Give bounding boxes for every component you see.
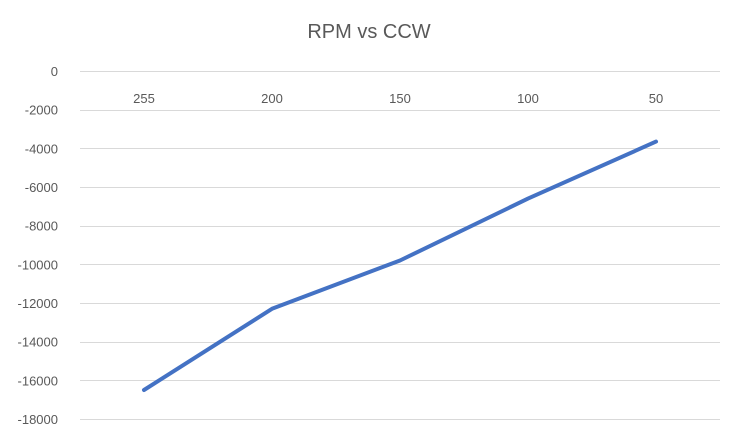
y-tick-label: -18000 <box>18 412 58 427</box>
y-axis-tick-labels: 0 -2000 -4000 -6000 -8000 -10000 -12000 -14000 -… <box>18 64 58 427</box>
series-line <box>142 139 658 392</box>
x-axis-tick-labels: 255 200 150 100 50 <box>133 91 663 106</box>
y-tick-label: -12000 <box>18 296 58 311</box>
x-tick-label: 150 <box>389 91 411 106</box>
y-tick-label: -10000 <box>18 257 58 272</box>
y-tick-label: -6000 <box>25 180 58 195</box>
x-tick-label: 200 <box>261 91 283 106</box>
x-tick-label: 255 <box>133 91 155 106</box>
y-tick-label: -14000 <box>18 335 58 350</box>
y-tick-label: -16000 <box>18 373 58 388</box>
y-tick-label: -2000 <box>25 103 58 118</box>
gridlines <box>80 71 720 420</box>
y-tick-label: 0 <box>51 64 58 79</box>
x-tick-label: 50 <box>649 91 663 106</box>
chart-title: RPM vs CCW <box>307 21 430 43</box>
y-tick-label: -8000 <box>25 219 58 234</box>
y-tick-label: -4000 <box>25 141 58 156</box>
x-tick-label: 100 <box>517 91 539 106</box>
series-layer <box>142 139 658 392</box>
